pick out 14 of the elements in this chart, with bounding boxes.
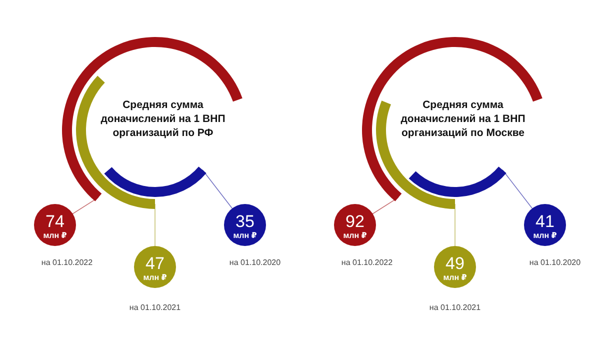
data-label: 35 млн ₽ [233, 212, 258, 240]
data-label: 47 млн ₽ [143, 254, 168, 282]
data-label: 92 млн ₽ [343, 212, 368, 240]
category-label: на 01.10.2022 [41, 258, 94, 267]
data-label: 74 млн ₽ [43, 212, 68, 240]
category-label: на 01.10.2020 [229, 258, 282, 267]
data-label: 49 млн ₽ [443, 254, 468, 282]
category-label: на 01.10.2020 [529, 258, 582, 267]
text: Средняя сумма доначислений на 1 ВНП организаций по РФ [100, 99, 226, 139]
data-label: 41 млн ₽ [533, 212, 558, 240]
category-label: на 01.10.2021 [129, 303, 182, 312]
text: Средняя сумма доначислений на 1 ВНП организаций по Москве [400, 99, 526, 139]
category-label: на 01.10.2021 [429, 303, 482, 312]
category-label: на 01.10.2022 [341, 258, 394, 267]
